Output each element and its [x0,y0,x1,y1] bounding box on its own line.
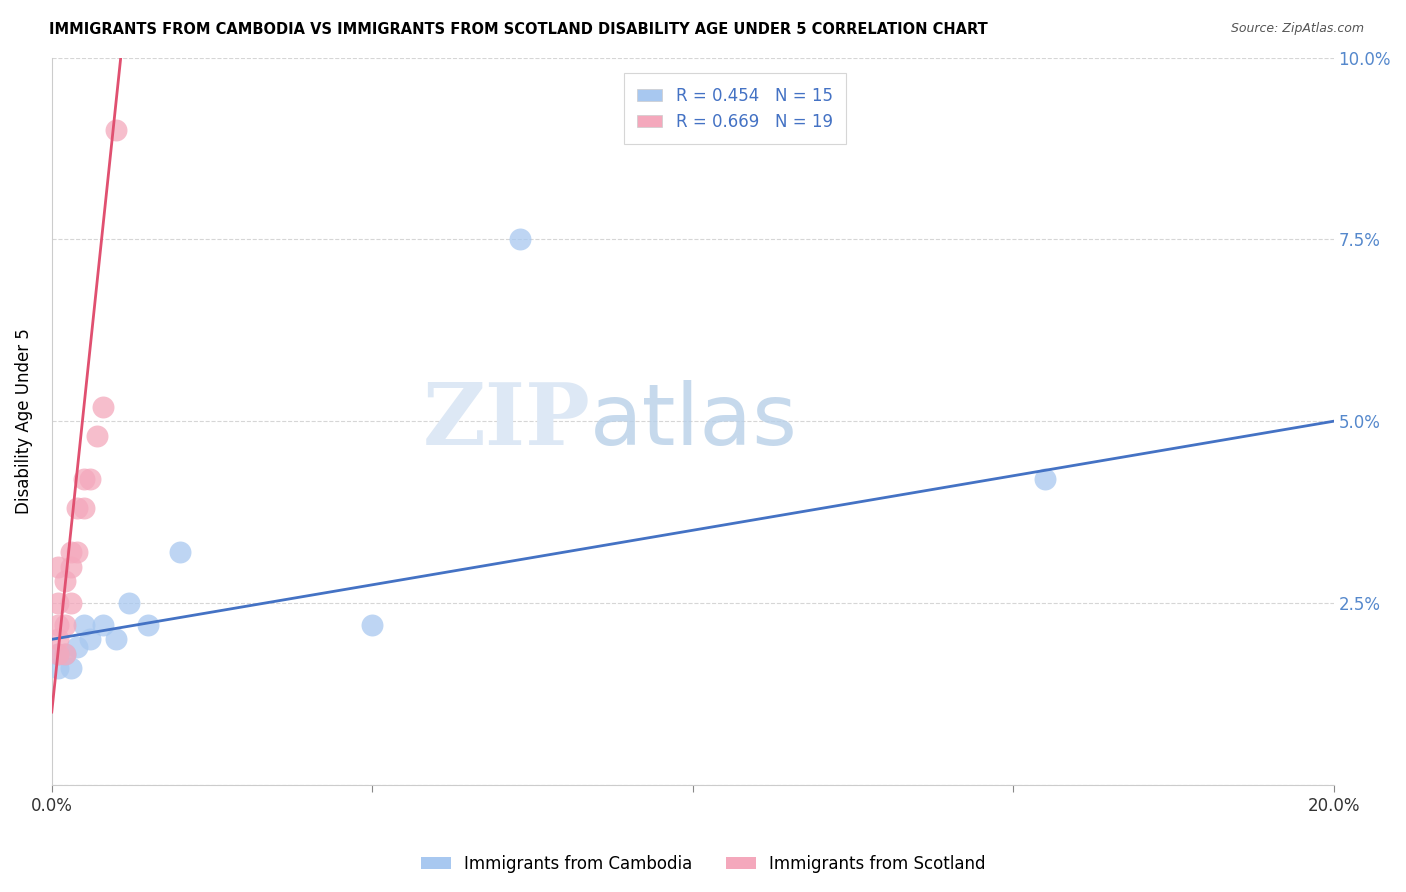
Point [509,232,531,246]
Point [73,472,96,486]
Point [46,661,69,675]
Point [104,123,127,137]
Legend: R = 0.454   N = 15, R = 0.669   N = 19: R = 0.454 N = 15, R = 0.669 N = 19 [624,73,846,145]
Point [46,632,69,647]
Text: ZIP: ZIP [422,379,591,463]
Point [46,647,69,661]
Point [66,640,89,654]
Point [59,559,82,574]
Point [46,647,69,661]
Text: Source: ZipAtlas.com: Source: ZipAtlas.com [1230,22,1364,36]
Point [59,596,82,610]
Y-axis label: Disability Age Under 5: Disability Age Under 5 [15,328,32,514]
Point [73,501,96,516]
Point [79,472,101,486]
Text: IMMIGRANTS FROM CAMBODIA VS IMMIGRANTS FROM SCOTLAND DISABILITY AGE UNDER 5 CORR: IMMIGRANTS FROM CAMBODIA VS IMMIGRANTS F… [49,22,988,37]
Point [46,559,69,574]
Point [66,501,89,516]
Point [136,617,159,632]
Point [53,617,76,632]
Point [53,574,76,589]
Point [361,617,384,632]
Point [46,617,69,632]
Point [104,632,127,647]
Point [59,545,82,559]
Point [91,617,114,632]
Point [91,400,114,414]
Point [53,647,76,661]
Point [1033,472,1056,486]
Point [118,596,141,610]
Point [53,647,76,661]
Point [86,429,108,443]
Point [79,632,101,647]
Point [46,596,69,610]
Point [169,545,191,559]
Point [66,545,89,559]
Point [59,661,82,675]
Text: atlas: atlas [591,380,799,463]
Legend: Immigrants from Cambodia, Immigrants from Scotland: Immigrants from Cambodia, Immigrants fro… [413,848,993,880]
Point [73,617,96,632]
